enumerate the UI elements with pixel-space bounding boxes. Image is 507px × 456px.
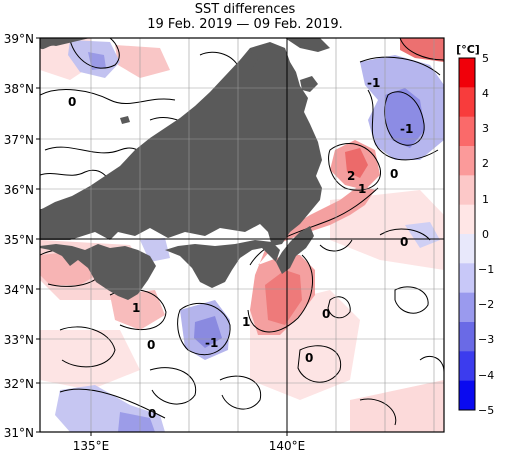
- warm-anomaly-core: [265, 270, 302, 325]
- colorbar-tick: 3: [482, 122, 489, 135]
- contour-label: 0: [390, 167, 398, 181]
- land: [40, 38, 90, 50]
- contour-label: -1: [205, 336, 218, 350]
- warm-patch: [330, 190, 444, 270]
- contour-labels: -1 0 -1 2 1 0 0 1 1 0 -1 0 0 0: [68, 76, 413, 421]
- contour-label: 1: [358, 182, 366, 196]
- lat-label: 36°N: [4, 183, 34, 197]
- land: [165, 240, 280, 288]
- colorbar-tick: −3: [478, 333, 494, 346]
- colorbar-tick: −1: [478, 263, 494, 276]
- colorbar-cell: [459, 351, 475, 382]
- colorbar-unit: [°C]: [456, 43, 480, 56]
- lon-labels: 135°E 140°E: [73, 439, 306, 453]
- colorbar-cell: [459, 175, 475, 206]
- grid-lines: [40, 38, 444, 432]
- sst-field: [40, 38, 444, 432]
- contour-label: 0: [400, 235, 408, 249]
- colorbar-tick: −4: [478, 369, 494, 382]
- colorbar-cell: [459, 58, 475, 88]
- colorbar-cell: [459, 263, 475, 294]
- map-subtitle: 19 Feb. 2019 — 09 Feb. 2019.: [147, 17, 343, 32]
- lat-label: 39°N: [4, 32, 34, 46]
- colorbar-ticks: 5 4 3 2 1 0 −1 −2 −3 −4 −5: [478, 52, 494, 417]
- colorbar-cell: [459, 146, 475, 176]
- map-title: SST differences: [194, 2, 296, 17]
- cold-anomaly-core: [88, 52, 106, 70]
- land: [276, 226, 314, 274]
- contour-label: 0: [305, 351, 313, 365]
- plot-frame: [39, 37, 445, 433]
- cold-anomaly: [405, 222, 440, 248]
- colorbar-cell: [459, 234, 475, 264]
- lon-label: 135°E: [73, 439, 110, 453]
- colorbar-tick: 4: [482, 87, 489, 100]
- warm-patch: [40, 330, 140, 390]
- colorbar-cell: [459, 87, 475, 118]
- lat-label: 34°N: [4, 283, 34, 297]
- lat-label: 35°N: [4, 233, 34, 247]
- colorbar-tick: 2: [482, 157, 489, 170]
- warm-anomaly: [400, 38, 444, 62]
- warm-anomaly-core: [345, 148, 368, 178]
- colorbar-cell: [459, 380, 475, 411]
- cold-anomaly-core: [385, 88, 425, 148]
- land: [40, 244, 156, 300]
- colorbar-tick: −2: [478, 298, 494, 311]
- warm-anomaly: [115, 45, 170, 78]
- contour-label: 1: [132, 301, 140, 315]
- colorbar-tick: 1: [482, 193, 489, 206]
- land: [40, 42, 322, 246]
- lat-labels: 39°N 38°N 37°N 36°N 35°N 34°N 33°N 32°N …: [4, 32, 34, 440]
- colorbar: [°C] 5 4 3 2 1 0 −1 −2 −3 −4 −5: [456, 43, 494, 417]
- colorbar-tick: −5: [478, 404, 494, 417]
- contour-label: 0: [68, 95, 76, 109]
- contour-label: 0: [147, 338, 155, 352]
- colorbar-frame: [458, 57, 476, 411]
- colorbar-cell: [459, 204, 475, 235]
- contour-label: -1: [367, 76, 380, 90]
- cold-anomaly-core: [194, 316, 222, 348]
- colorbar-tick: 5: [482, 52, 489, 65]
- contour-label: -1: [400, 122, 413, 136]
- contour-label: 0: [148, 407, 156, 421]
- lat-label: 38°N: [4, 82, 34, 96]
- contour-label: 2: [347, 169, 355, 183]
- land: [240, 52, 258, 78]
- colorbar-cell: [459, 116, 475, 147]
- colorbar-cell: [459, 322, 475, 352]
- cold-anomaly-core: [118, 412, 155, 432]
- contour-label: 0: [322, 307, 330, 321]
- lat-label: 37°N: [4, 133, 34, 147]
- lat-label: 33°N: [4, 333, 34, 347]
- contour-label: 1: [242, 315, 250, 329]
- warm-patch: [350, 380, 444, 432]
- warm-anomaly: [110, 290, 165, 330]
- island: [120, 116, 130, 124]
- axis-ticks: [36, 37, 288, 436]
- colorbar-cells: [459, 58, 475, 411]
- colorbar-tick: 0: [482, 228, 489, 241]
- lat-label: 31°N: [4, 426, 34, 440]
- lon-label: 140°E: [269, 439, 306, 453]
- lat-label: 32°N: [4, 377, 34, 391]
- colorbar-cell: [459, 292, 475, 323]
- reference-lines: [40, 38, 444, 432]
- land: [285, 38, 330, 52]
